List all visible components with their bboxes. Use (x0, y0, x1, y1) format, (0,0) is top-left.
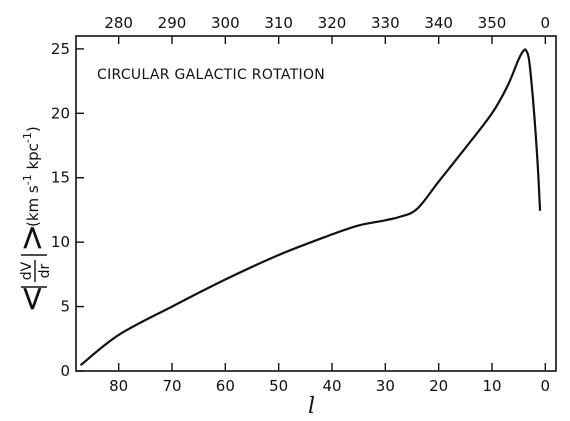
top-tick-label: 310 (264, 14, 293, 32)
x-axis-bottom: 80 70 60 50 40 30 20 10 0 (109, 363, 550, 395)
y-label-fraction-close: > (12, 224, 52, 253)
y-tick-label: 15 (51, 169, 70, 187)
y-axis: 0 5 10 15 20 25 (51, 40, 84, 380)
y-tick-label: 20 (51, 104, 70, 122)
y-tick-label: 25 (51, 40, 70, 58)
top-tick-label: 350 (478, 14, 507, 32)
y-tick-label: 5 (60, 298, 70, 316)
top-tick-label: 340 (424, 14, 453, 32)
y-tick-label: 0 (60, 362, 70, 380)
y-label-units: (km s-1 kpc-1) (21, 126, 42, 227)
x-tick-label: 50 (269, 377, 288, 395)
y-label-numerator: dV (19, 261, 35, 280)
y-label-fraction-open: < (12, 285, 52, 314)
top-tick-label: 320 (318, 14, 347, 32)
top-tick-label: 0 (541, 14, 551, 32)
x-tick-label: 0 (541, 377, 551, 395)
x-axis-label: l (308, 394, 315, 419)
top-tick-label: 290 (158, 14, 187, 32)
x-axis-top: 280 290 300 310 320 330 340 350 0 (104, 14, 550, 44)
x-tick-label: 70 (162, 377, 181, 395)
x-tick-label: 80 (109, 377, 128, 395)
top-tick-label: 280 (104, 14, 133, 32)
x-tick-label: 20 (429, 377, 448, 395)
plot-frame (75, 35, 557, 372)
top-tick-label: 330 (371, 14, 400, 32)
y-tick-label: 10 (51, 233, 70, 251)
y-axis-label: < dV dr > (km s-1 kpc-1) (12, 126, 53, 313)
x-tick-label: 10 (482, 377, 501, 395)
top-tick-label: 300 (211, 14, 240, 32)
y-label-denominator: dr (37, 263, 53, 278)
chart-annotation: CIRCULAR GALACTIC ROTATION (97, 67, 325, 83)
rotation-curve (80, 48, 542, 366)
x-tick-label: 60 (216, 377, 235, 395)
x-tick-label: 30 (376, 377, 395, 395)
x-tick-label: 40 (322, 377, 341, 395)
